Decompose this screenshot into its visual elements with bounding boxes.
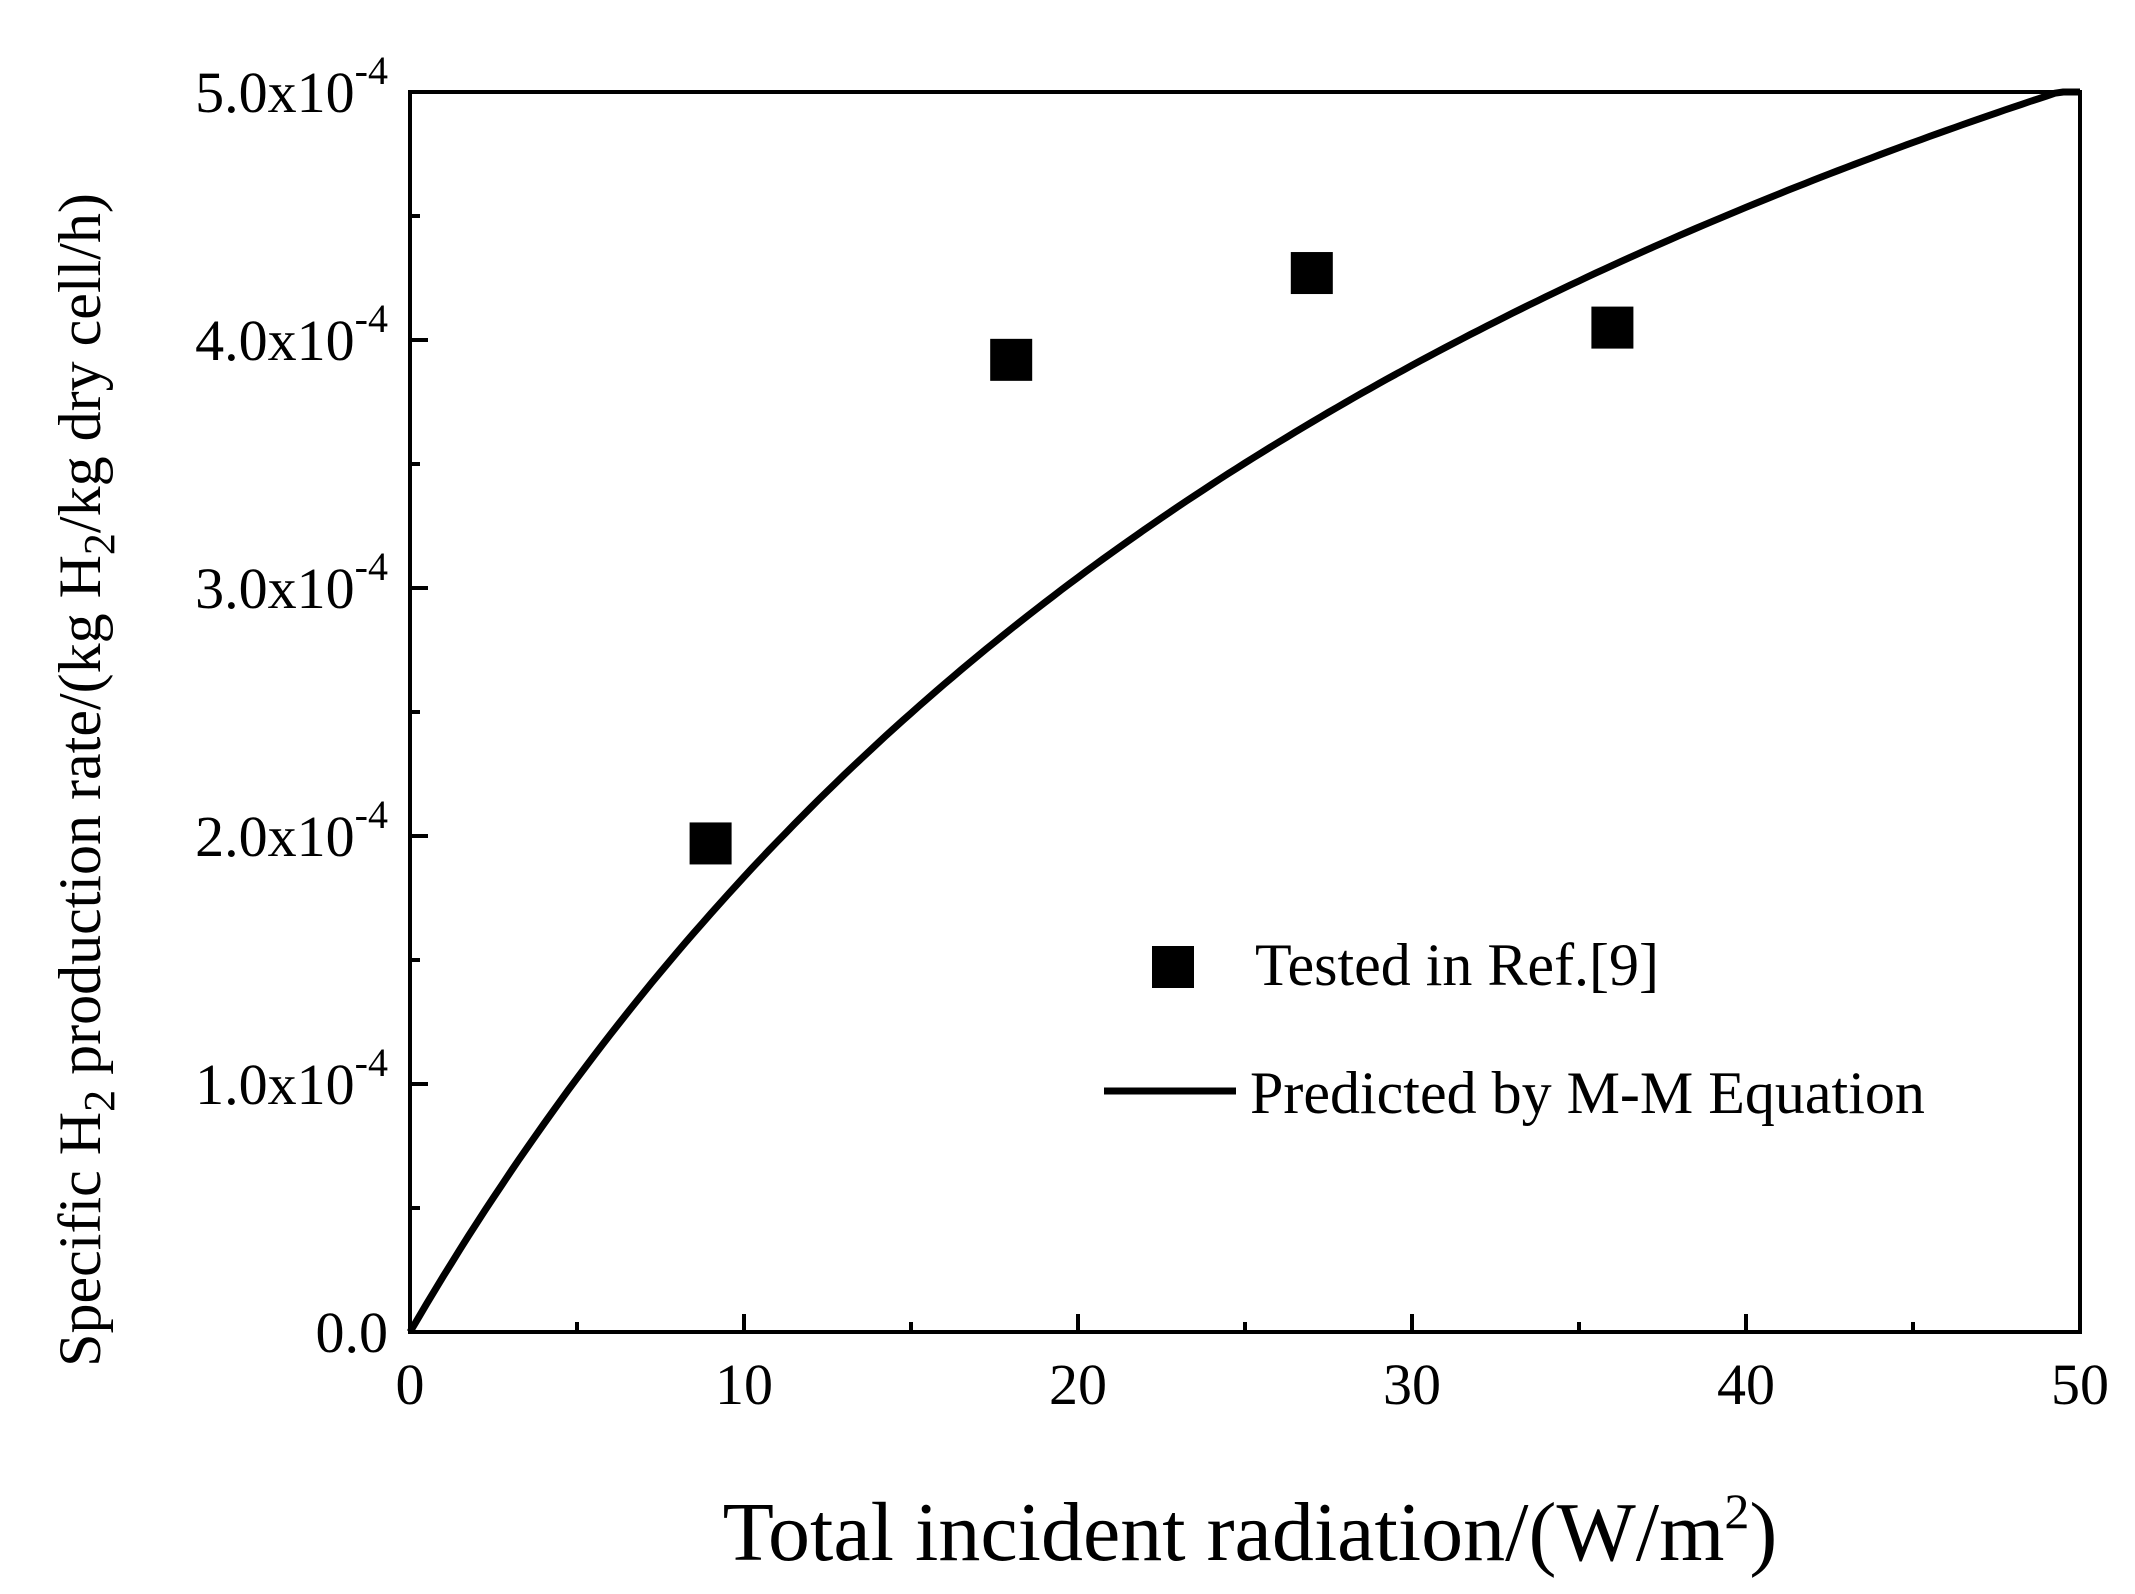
x-tick-label: 30 [1383,1352,1441,1417]
data-point [689,822,732,865]
y-tick-label: 1.0x10-4 [195,1040,388,1117]
data-point [1290,252,1333,295]
series-line-predicted [406,88,2080,1334]
x-axis-label: Total incident radiation/(W/m2) [723,1483,1778,1579]
y-tick-label: 0.0 [316,1300,389,1365]
legend-marker-tested [1152,946,1194,988]
plot-area [406,88,2080,1334]
plot-frame [408,90,2082,1334]
data-point [990,338,1033,381]
y-tick-label: 5.0x10-4 [195,48,388,125]
y-axis-label: Specific H2 production rate/(kg H2/kg dr… [47,193,124,1367]
x-tick-label: 40 [1717,1352,1775,1417]
x-tick-label: 10 [715,1352,773,1417]
legend-label-predicted: Predicted by M-M Equation [1250,1060,1925,1126]
x-tick-label: 0 [396,1352,425,1417]
x-tick-label: 20 [1049,1352,1107,1417]
x-tick-label: 50 [2051,1352,2109,1417]
y-tick-label: 3.0x10-4 [195,544,388,621]
y-tick-label: 4.0x10-4 [195,296,388,373]
data-point [1591,306,1634,349]
legend-label-tested: Tested in Ref.[9] [1255,932,1659,998]
axes: 0 10 20 30 40 50 0.0 1.0x10-4 2.0x10-4 3.0x10-4 4.… [195,48,2109,1417]
legend: Tested in Ref.[9] Predicted by M-M Equat… [1104,932,1925,1126]
y-tick-label: 2.0x10-4 [195,792,388,869]
